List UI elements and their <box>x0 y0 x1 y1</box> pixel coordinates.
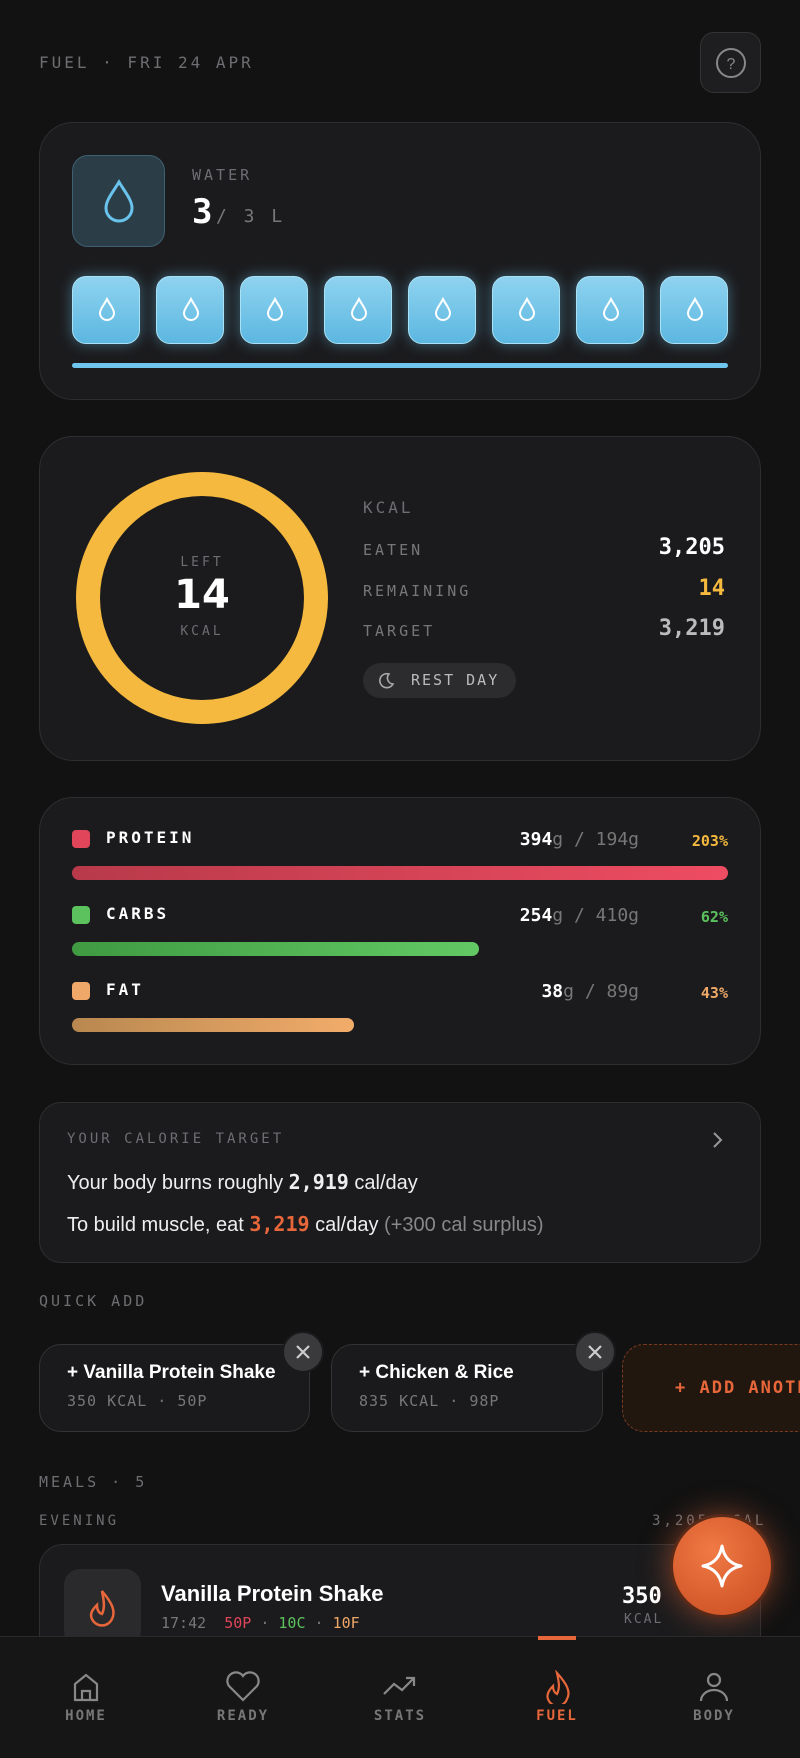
target-unit: cal/day <box>315 1214 379 1236</box>
nav-indicator <box>538 1636 576 1640</box>
meal-name: Vanilla Protein Shake <box>161 1581 384 1606</box>
nav-icons <box>73 1670 729 1704</box>
fab-button[interactable] <box>670 1514 774 1618</box>
water-glass[interactable] <box>240 276 308 344</box>
quick-add-detail: 835 KCAL · 98P <box>359 1392 500 1410</box>
meal-group: EVENING <box>39 1513 120 1529</box>
target-text: To build muscle, eat <box>67 1214 244 1236</box>
quick-add-label: QUICK ADD <box>39 1292 148 1310</box>
water-label: WATER <box>192 166 253 184</box>
rest-day-badge: REST DAY <box>363 663 516 698</box>
water-glass[interactable] <box>576 276 644 344</box>
water-value: 3 <box>192 192 213 232</box>
calorie-row-value: 3,205 <box>658 535 725 560</box>
macro-swatch <box>72 830 90 848</box>
macro-amount: 38g / 89g <box>541 981 639 1002</box>
quick-add-name: + Vanilla Protein Shake <box>67 1362 276 1383</box>
macro-percent: 203% <box>691 832 728 850</box>
eat-value: 3,219 <box>249 1212 310 1236</box>
target-card[interactable] <box>39 1102 761 1263</box>
target-unit: cal/day <box>354 1172 418 1194</box>
meal-icon <box>64 1569 141 1647</box>
chevron <box>713 1132 723 1148</box>
macro-eaten: 254 <box>519 905 553 926</box>
water-glass[interactable] <box>408 276 476 344</box>
meal-fat: 10F <box>332 1614 360 1632</box>
surplus-note: (+300 cal surplus) <box>384 1214 544 1236</box>
nav-item[interactable]: READY <box>216 1708 270 1724</box>
water-icon <box>72 155 165 247</box>
nav-item[interactable]: HOME <box>65 1708 107 1724</box>
meal-protein: 50P <box>224 1614 252 1632</box>
calorie-row-value: 3,219 <box>658 616 725 641</box>
water-glass[interactable] <box>660 276 728 344</box>
kcal-heading: KCAL <box>363 498 414 517</box>
macro-name: PROTEIN <box>106 828 195 847</box>
rest-day-text: REST DAY <box>411 671 500 689</box>
macro-bar <box>72 866 728 880</box>
calorie-row-value: 14 <box>698 576 726 601</box>
help-icon: ? <box>716 48 746 78</box>
macro-name: FAT <box>106 980 144 999</box>
target-text: Your body burns roughly <box>67 1172 284 1194</box>
calorie-row-label: EATEN <box>363 541 424 559</box>
remove-button[interactable] <box>282 1331 324 1373</box>
target-label: YOUR CALORIE TARGET <box>67 1131 285 1147</box>
calorie-row-label: TARGET <box>363 622 436 640</box>
water-glass[interactable] <box>156 276 224 344</box>
macro-target: g / 194g <box>552 829 639 850</box>
add-another[interactable]: + ADD ANOTHER <box>622 1344 800 1432</box>
separator: · <box>260 1614 270 1632</box>
meal-time: 17:42 <box>161 1614 207 1632</box>
water-glass[interactable] <box>492 276 560 344</box>
macro-eaten: 38 <box>541 981 564 1002</box>
separator: · <box>314 1614 324 1632</box>
water-glass[interactable] <box>72 276 140 344</box>
nav-item[interactable]: FUEL <box>536 1708 578 1724</box>
calorie-row-label: REMAINING <box>363 582 472 600</box>
quick-add-detail: 350 KCAL · 50P <box>67 1392 208 1410</box>
add-another-text: + ADD ANOTHER <box>675 1378 800 1398</box>
meal-carbs: 10C <box>278 1614 306 1632</box>
water-target: / 3 L <box>216 206 286 227</box>
quick-add-name: + Chicken & Rice <box>359 1362 514 1383</box>
macro-target: g / 410g <box>552 905 639 926</box>
macro-bar <box>72 1018 354 1032</box>
svg-text:?: ? <box>727 56 736 73</box>
meal-kcal-unit: KCAL <box>624 1612 664 1627</box>
calorie-ring <box>76 472 328 724</box>
ring-unit: KCAL <box>180 624 224 639</box>
macro-bar <box>72 942 479 956</box>
meal-kcal: 350 <box>622 1584 662 1609</box>
quick-add-card[interactable] <box>39 1344 310 1432</box>
macro-eaten: 394 <box>519 829 553 850</box>
quick-add-card[interactable] <box>331 1344 603 1432</box>
macro-percent: 43% <box>700 984 728 1002</box>
meals-label: MEALS · 5 <box>39 1473 148 1491</box>
macro-swatch <box>72 906 90 924</box>
help-button[interactable]: ? <box>700 32 761 93</box>
nav-item[interactable]: STATS <box>373 1708 427 1724</box>
macro-target: g / 89g <box>563 981 639 1002</box>
ring-value: 14 <box>174 572 230 618</box>
page-title: FUEL · FRI 24 APR <box>39 53 254 72</box>
water-glass[interactable] <box>324 276 392 344</box>
nav-bar <box>0 1636 800 1758</box>
macro-amount: 394g / 194g <box>520 829 639 850</box>
water-progress <box>72 363 728 368</box>
nav-item[interactable]: BODY <box>693 1708 735 1724</box>
macro-amount: 254g / 410g <box>520 905 639 926</box>
macro-swatch <box>72 982 90 1000</box>
macro-name: CARBS <box>106 904 170 923</box>
macro-percent: 62% <box>700 908 728 926</box>
burn-value: 2,919 <box>288 1170 349 1194</box>
ring-caption: LEFT <box>180 555 224 570</box>
remove-button[interactable] <box>574 1331 616 1373</box>
